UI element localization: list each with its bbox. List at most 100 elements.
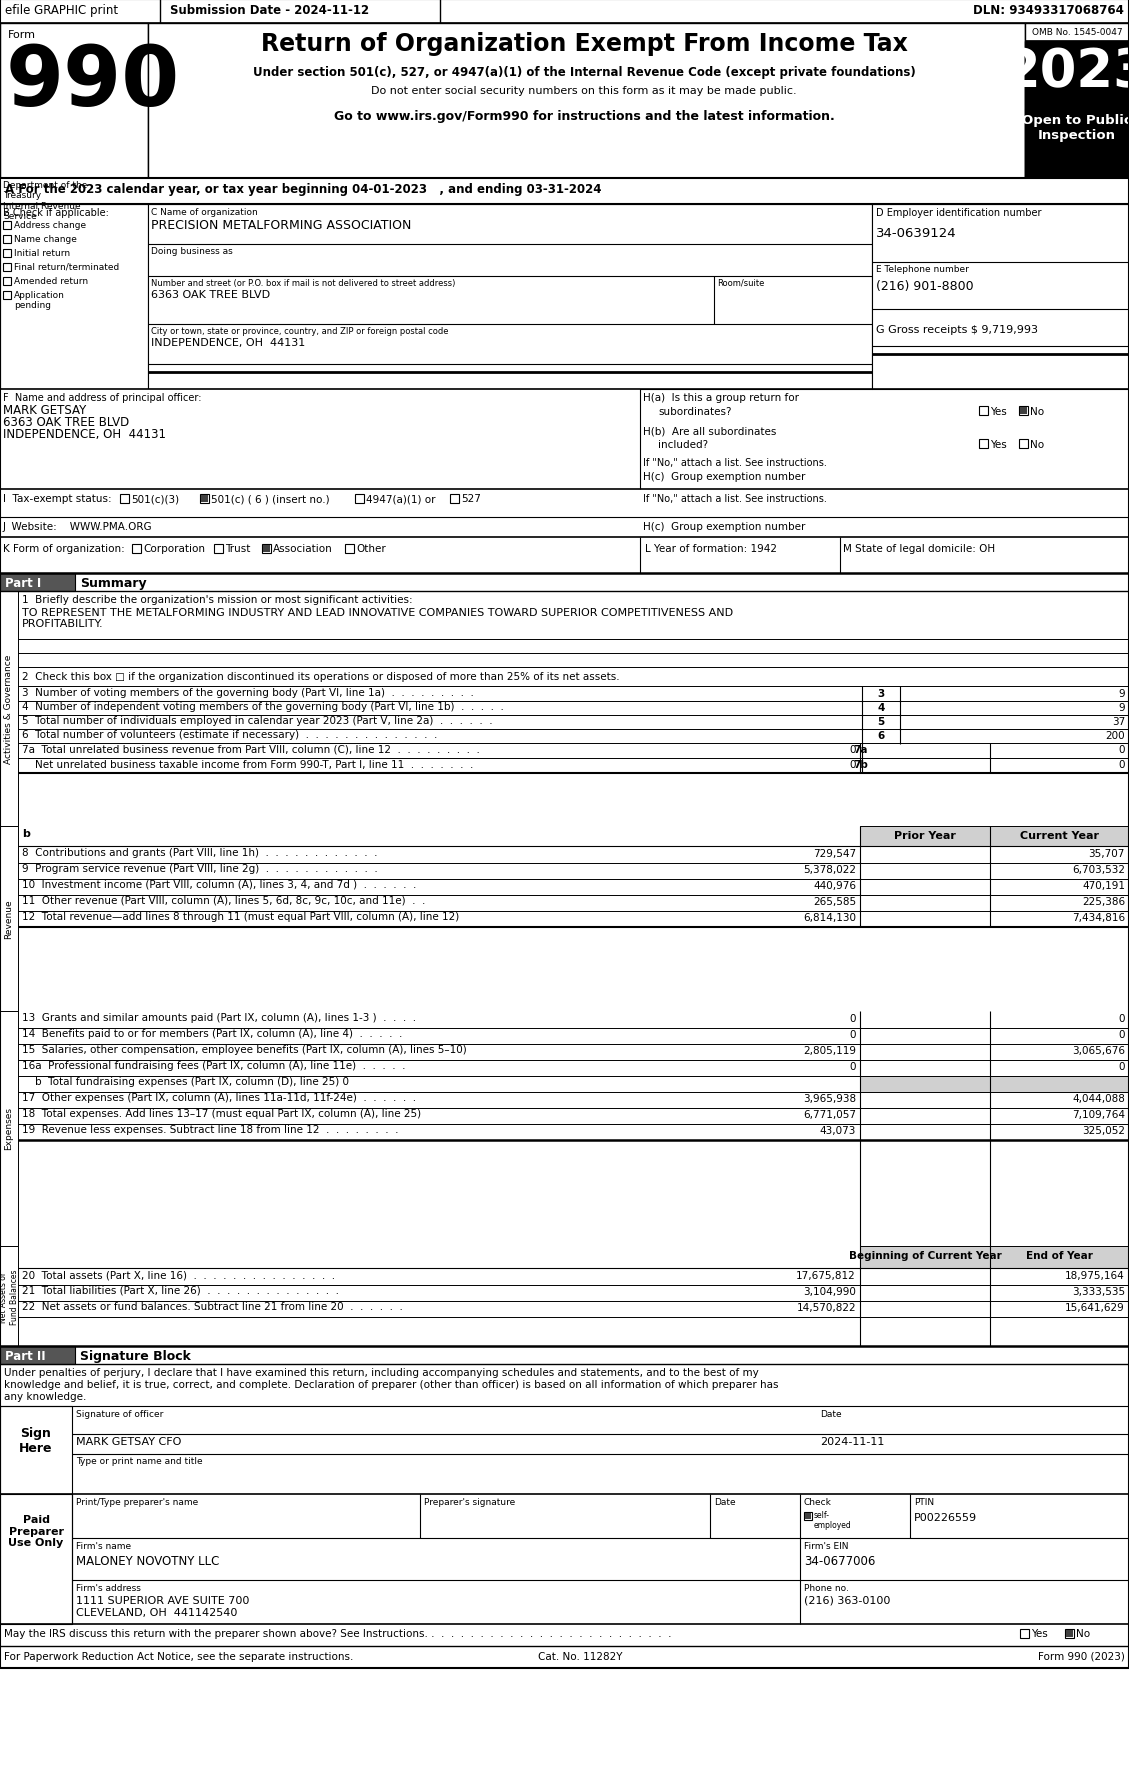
- Text: 440,976: 440,976: [813, 880, 856, 891]
- Text: 3,104,990: 3,104,990: [803, 1287, 856, 1296]
- Text: 1  Briefly describe the organization's mission or most significant activities:: 1 Briefly describe the organization's mi…: [21, 595, 412, 604]
- Text: PRECISION METALFORMING ASSOCIATION: PRECISION METALFORMING ASSOCIATION: [151, 219, 411, 232]
- Text: 3: 3: [877, 688, 885, 699]
- Text: INDEPENDENCE, OH  44131: INDEPENDENCE, OH 44131: [3, 428, 166, 440]
- Text: H(c)  Group exemption number: H(c) Group exemption number: [644, 522, 805, 531]
- Text: 325,052: 325,052: [1082, 1126, 1124, 1135]
- Bar: [860, 1076, 990, 1092]
- Text: 0: 0: [1119, 1014, 1124, 1023]
- Text: 18,975,164: 18,975,164: [1066, 1271, 1124, 1279]
- Bar: [990, 1076, 1129, 1092]
- Text: OMB No. 1545-0047: OMB No. 1545-0047: [1032, 29, 1122, 37]
- Text: 7b: 7b: [854, 759, 868, 770]
- Text: Department of the
Treasury
Internal Revenue
Service: Department of the Treasury Internal Reve…: [3, 182, 87, 221]
- Bar: [200, 495, 209, 504]
- Text: G Gross receipts $ 9,719,993: G Gross receipts $ 9,719,993: [876, 324, 1038, 335]
- Text: Firm's address: Firm's address: [76, 1582, 141, 1591]
- Bar: [263, 545, 270, 552]
- Text: Paid
Preparer
Use Only: Paid Preparer Use Only: [8, 1515, 63, 1547]
- Text: 34-0639124: 34-0639124: [876, 226, 956, 241]
- Bar: [860, 827, 990, 846]
- Text: b  Total fundraising expenses (Part IX, column (D), line 25) 0: b Total fundraising expenses (Part IX, c…: [21, 1076, 349, 1087]
- Text: No: No: [1030, 406, 1044, 417]
- Text: Phone no.: Phone no.: [804, 1582, 849, 1591]
- Text: 7,434,816: 7,434,816: [1071, 912, 1124, 923]
- Bar: [201, 495, 208, 503]
- Bar: [262, 545, 271, 554]
- Text: 0: 0: [1119, 759, 1124, 770]
- Text: Sign
Here: Sign Here: [19, 1426, 53, 1454]
- Text: F  Name and address of principal officer:: F Name and address of principal officer:: [3, 392, 201, 403]
- Text: H(a)  Is this a group return for: H(a) Is this a group return for: [644, 392, 799, 403]
- Text: efile GRAPHIC print: efile GRAPHIC print: [5, 4, 119, 18]
- Text: Room/suite: Room/suite: [717, 278, 764, 289]
- Bar: [0, 1012, 18, 1246]
- Text: 0: 0: [1119, 745, 1124, 754]
- Bar: [0, 205, 148, 390]
- Text: Amended return: Amended return: [14, 276, 88, 285]
- Bar: [990, 1246, 1129, 1269]
- Text: knowledge and belief, it is true, correct, and complete. Declaration of preparer: knowledge and belief, it is true, correc…: [5, 1379, 779, 1390]
- Text: Part II: Part II: [5, 1349, 45, 1361]
- Text: 4: 4: [877, 702, 885, 713]
- Text: Date: Date: [714, 1497, 736, 1506]
- Text: MARK GETSAY: MARK GETSAY: [3, 405, 86, 417]
- Text: D Employer identification number: D Employer identification number: [876, 208, 1041, 217]
- Text: E Telephone number: E Telephone number: [876, 266, 969, 274]
- Bar: [805, 1513, 811, 1518]
- Text: 0: 0: [849, 1014, 856, 1023]
- Text: Number and street (or P.O. box if mail is not delivered to street address): Number and street (or P.O. box if mail i…: [151, 278, 455, 289]
- Bar: [3, 264, 11, 273]
- Bar: [345, 545, 355, 554]
- Bar: [0, 178, 1129, 205]
- Text: 6363 OAK TREE BLVD: 6363 OAK TREE BLVD: [151, 290, 270, 299]
- Text: 0: 0: [1119, 1030, 1124, 1039]
- Text: Print/Type preparer's name: Print/Type preparer's name: [76, 1497, 199, 1506]
- Text: 43,073: 43,073: [820, 1126, 856, 1135]
- Text: Date: Date: [820, 1410, 841, 1418]
- Bar: [1019, 440, 1029, 449]
- Bar: [863, 729, 900, 743]
- Text: H(c)  Group exemption number: H(c) Group exemption number: [644, 472, 805, 481]
- Bar: [1019, 406, 1029, 415]
- Text: 18  Total expenses. Add lines 13–17 (must equal Part IX, column (A), line 25): 18 Total expenses. Add lines 13–17 (must…: [21, 1108, 421, 1119]
- Text: PTIN: PTIN: [914, 1497, 934, 1506]
- Text: Firm's name: Firm's name: [76, 1541, 131, 1550]
- Text: 37: 37: [1112, 716, 1124, 727]
- Text: included?: included?: [658, 440, 708, 449]
- Text: 0: 0: [849, 759, 856, 770]
- Text: 16a  Professional fundraising fees (Part IX, column (A), line 11e)  .  .  .  .  : 16a Professional fundraising fees (Part …: [21, 1060, 405, 1071]
- Text: Doing business as: Doing business as: [151, 248, 233, 257]
- Bar: [1025, 23, 1129, 178]
- Text: 990: 990: [6, 43, 181, 123]
- Bar: [1066, 1631, 1073, 1638]
- Text: I  Tax-exempt status:: I Tax-exempt status:: [3, 494, 112, 504]
- Text: 6: 6: [877, 731, 885, 741]
- Text: 3,065,676: 3,065,676: [1073, 1046, 1124, 1055]
- Text: J  Website:    WWW.PMA.ORG: J Website: WWW.PMA.ORG: [3, 522, 152, 531]
- Bar: [1065, 1629, 1074, 1638]
- Bar: [3, 235, 11, 244]
- Text: B Check if applicable:: B Check if applicable:: [3, 208, 108, 217]
- Text: Go to www.irs.gov/Form990 for instructions and the latest information.: Go to www.irs.gov/Form990 for instructio…: [334, 110, 834, 123]
- Text: Do not enter social security numbers on this form as it may be made public.: Do not enter social security numbers on …: [371, 86, 797, 96]
- Bar: [0, 23, 148, 178]
- Text: Name change: Name change: [14, 235, 77, 244]
- Bar: [450, 495, 460, 504]
- Text: 5  Total number of individuals employed in calendar year 2023 (Part V, line 2a) : 5 Total number of individuals employed i…: [21, 716, 492, 725]
- Text: Activities & Governance: Activities & Governance: [5, 654, 14, 764]
- Text: Association: Association: [273, 544, 333, 554]
- Bar: [3, 249, 11, 258]
- Text: 0: 0: [849, 1030, 856, 1039]
- Text: 0: 0: [1119, 1062, 1124, 1071]
- Text: 5,378,022: 5,378,022: [803, 864, 856, 875]
- Text: No: No: [1076, 1629, 1091, 1638]
- Text: M State of legal domicile: OH: M State of legal domicile: OH: [843, 544, 995, 554]
- Text: b: b: [21, 829, 29, 839]
- Text: If "No," attach a list. See instructions.: If "No," attach a list. See instructions…: [644, 458, 826, 467]
- Text: C Name of organization: C Name of organization: [151, 208, 257, 217]
- Bar: [0, 1493, 72, 1623]
- Text: Yes: Yes: [1031, 1629, 1048, 1638]
- Text: 501(c) ( 6 ) (insert no.): 501(c) ( 6 ) (insert no.): [211, 494, 330, 504]
- Text: Yes: Yes: [990, 406, 1007, 417]
